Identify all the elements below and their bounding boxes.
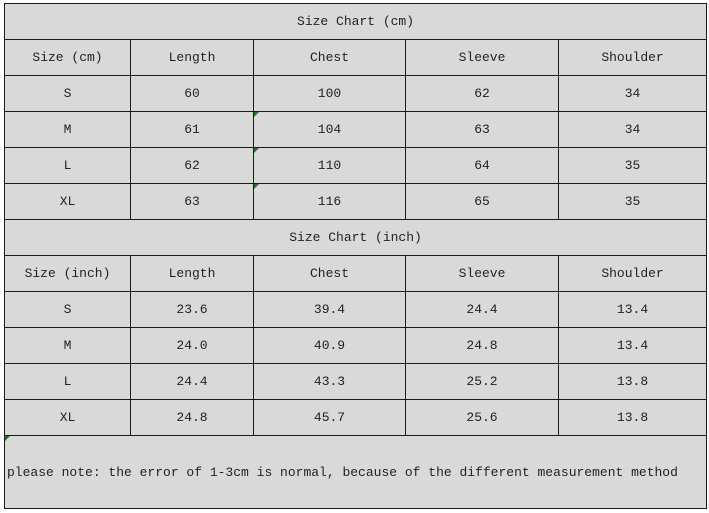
column-header: Shoulder: [557, 255, 708, 292]
table-cell: 39.4: [253, 291, 406, 328]
table-cell: 43.3: [253, 363, 406, 400]
table-cell: 34: [557, 75, 708, 112]
note-row: please note: the error of 1-3cm is norma…: [3, 435, 708, 509]
column-header: Size (inch): [4, 255, 131, 292]
table-cell: 65: [405, 183, 559, 220]
table-cell: 24.8: [405, 327, 559, 364]
table-cell: 25.2: [405, 363, 559, 400]
column-header: Length: [130, 39, 254, 76]
table-cell: 25.6: [405, 399, 559, 436]
inch-header-row: Size (inch) Length Chest Sleeve Shoulder: [4, 255, 708, 292]
column-header: Chest: [253, 255, 406, 292]
table-cell: 13.8: [557, 399, 708, 436]
measurement-note: please note: the error of 1-3cm is norma…: [3, 435, 708, 509]
table-cell: 24.0: [130, 327, 254, 364]
table-cell: 61: [130, 111, 254, 148]
table-row: L 62 110 64 35: [4, 147, 708, 184]
table-row: XL 63 116 65 35: [4, 183, 708, 220]
table-cell: 63: [405, 111, 559, 148]
table-cell: 35: [557, 147, 708, 184]
table-cell: 60: [130, 75, 254, 112]
table-row: L 24.4 43.3 25.2 13.8: [4, 363, 708, 400]
column-header: Shoulder: [557, 39, 708, 76]
table-cell: M: [4, 111, 131, 148]
table-cell: M: [4, 327, 131, 364]
column-header: Size (cm): [4, 39, 131, 76]
table-cell: 63: [130, 183, 254, 220]
column-header: Length: [130, 255, 254, 292]
table-cell: 24.4: [405, 291, 559, 328]
table-cell: 13.4: [557, 327, 708, 364]
size-chart-table: Size Chart (cm) Size (cm) Length Chest Sleev…: [3, 3, 708, 509]
inch-chart-title: Size Chart (inch): [3, 219, 708, 256]
table-cell: L: [4, 363, 131, 400]
cm-chart-title: Size Chart (cm): [3, 3, 708, 40]
table-cell: 13.8: [557, 363, 708, 400]
table-cell: 24.8: [130, 399, 254, 436]
table-row: S 60 100 62 34: [4, 75, 708, 112]
table-cell: 34: [557, 111, 708, 148]
table-cell: 24.4: [130, 363, 254, 400]
table-cell: 62: [405, 75, 559, 112]
table-cell: XL: [4, 399, 131, 436]
table-cell: 116: [253, 183, 406, 220]
table-cell: 40.9: [253, 327, 406, 364]
table-row: XL 24.8 45.7 25.6 13.8: [4, 399, 708, 436]
table-cell: 64: [405, 147, 559, 184]
table-row: S 23.6 39.4 24.4 13.4: [4, 291, 708, 328]
cm-title-row: Size Chart (cm): [3, 3, 708, 40]
table-cell: 23.6: [130, 291, 254, 328]
table-row: M 24.0 40.9 24.8 13.4: [4, 327, 708, 364]
table-cell: 62: [130, 147, 254, 184]
table-cell: S: [4, 75, 131, 112]
inch-title-row: Size Chart (inch): [3, 219, 708, 256]
column-header: Chest: [253, 39, 406, 76]
table-cell: L: [4, 147, 131, 184]
table-row: M 61 104 63 34: [4, 111, 708, 148]
column-header: Sleeve: [405, 255, 559, 292]
table-cell: 110: [253, 147, 406, 184]
column-header: Sleeve: [405, 39, 559, 76]
table-cell: 104: [253, 111, 406, 148]
table-cell: 35: [557, 183, 708, 220]
table-cell: XL: [4, 183, 131, 220]
table-cell: 100: [253, 75, 406, 112]
table-cell: 45.7: [253, 399, 406, 436]
table-cell: 13.4: [557, 291, 708, 328]
table-cell: S: [4, 291, 131, 328]
cm-header-row: Size (cm) Length Chest Sleeve Shoulder: [4, 39, 708, 76]
